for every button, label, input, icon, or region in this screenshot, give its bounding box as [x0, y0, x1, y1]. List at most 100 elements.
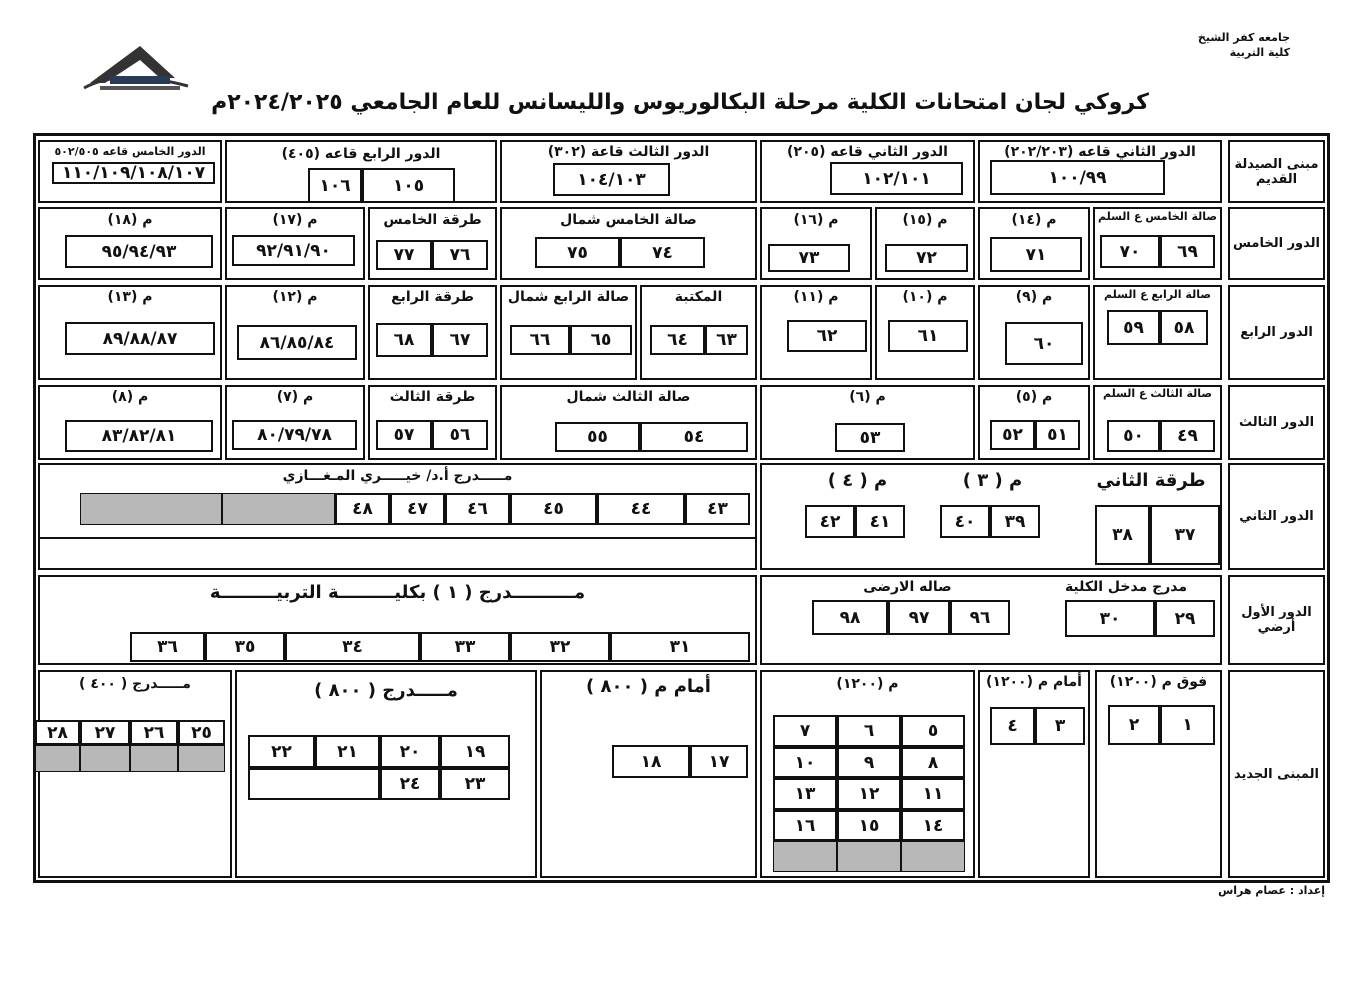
- hall-title: م (١٦): [793, 212, 839, 228]
- committee-box: ٥٣: [835, 423, 905, 452]
- committee-box: ٤٧: [390, 493, 445, 525]
- floor-label: الدور الثاني: [1228, 463, 1325, 570]
- committee-box: ١٣: [773, 778, 837, 810]
- committee-box: ٢٥: [178, 720, 225, 745]
- unused-seat: [837, 841, 901, 872]
- committee-box: ٨٩/٨٨/٨٧: [65, 322, 215, 355]
- committee-box: ٨: [901, 747, 965, 778]
- divider: [40, 537, 755, 539]
- hall-title: م (١٤): [1011, 212, 1057, 228]
- committee-box: ٤٥: [510, 493, 597, 525]
- hall-title: صالة الخامس ع السلم: [1097, 210, 1218, 223]
- committee-box: ٥٨: [1160, 310, 1208, 345]
- faculty-name: كلية التربية: [1229, 46, 1290, 59]
- committee-box: ٦٧: [432, 323, 488, 357]
- hall-title: صالة الرابع ع السلم: [1104, 288, 1211, 301]
- hall-title: مدرج مدخل الكلية: [1064, 579, 1188, 595]
- hall-title: مـــــدرج ( ٨٠٠ ): [314, 680, 458, 701]
- committee-box: ٤٤: [597, 493, 685, 525]
- committee-box: ٣٥: [205, 632, 285, 662]
- committee-box: ٢: [1108, 705, 1160, 745]
- committee-box: ٩٧: [888, 600, 950, 635]
- hall-title: صاله الارضى: [863, 579, 952, 595]
- plan-frame: [33, 133, 1330, 883]
- committee-box: ٨٣/٨٢/٨١: [65, 420, 213, 452]
- hall-title: صالة الثالث شمال: [566, 389, 691, 405]
- hall-title: صالة الثالث ع السلم: [1102, 387, 1213, 400]
- committee-box: ١٢: [837, 778, 901, 810]
- committee-box: ٣٦: [130, 632, 205, 662]
- hall-title: أمام م (١٢٠٠): [986, 674, 1082, 690]
- committee-box: ٣٨: [1095, 505, 1150, 565]
- committee-box: ٥٥: [555, 422, 640, 452]
- committee-box: ١٩: [440, 735, 510, 768]
- committee-box: ١٠: [773, 747, 837, 778]
- floor-label: مبنى الصيدلة القديم: [1228, 140, 1325, 203]
- committee-box: ٦٩: [1160, 235, 1215, 268]
- committee-box: ٢٦: [130, 720, 178, 745]
- committee-box: ٧٢: [885, 244, 968, 272]
- hall-title: مـــــدرج ( ٤٠٠ ): [79, 676, 191, 692]
- hall-title: م ( ٤ ): [827, 470, 888, 491]
- hall-title: م (١٣): [107, 289, 153, 305]
- committee-box: ٩٦: [950, 600, 1010, 635]
- committee-box: ٩٨: [812, 600, 888, 635]
- committee-box: ٣٠: [1065, 600, 1155, 637]
- hall-title: مــــــــــدرج ( ١ ) بكليـــــــــة التر…: [209, 582, 586, 603]
- committee-box: ٦٦: [510, 325, 570, 355]
- committee-box: ٧٤: [620, 237, 705, 268]
- committee-box: ٦١: [888, 320, 968, 352]
- committee-box: ٥٢: [990, 420, 1035, 450]
- committee-box: ٣٩: [990, 505, 1040, 538]
- hall-title: م (١٨): [107, 212, 153, 228]
- committee-box: ٢٩: [1155, 600, 1215, 637]
- committee-box: ٥٧: [376, 420, 432, 450]
- hall-cell: [38, 670, 232, 878]
- committee-box: ٧: [773, 715, 837, 747]
- hall-title: الدور الثاني قاعه (٢٠٢/٢٠٣): [1004, 144, 1196, 160]
- committee-box: ٧٣: [768, 244, 850, 272]
- hall-title: م (٧): [276, 389, 314, 405]
- university-name: جامعه كفر الشيخ: [1197, 31, 1290, 44]
- committee-box: ٦٨: [376, 323, 432, 357]
- committee-box: ١١٠/١٠٩/١٠٨/١٠٧: [52, 162, 215, 184]
- floor-label: الدور الخامس: [1228, 207, 1325, 280]
- committee-box: ٤٩: [1160, 420, 1215, 452]
- hall-title: أمام م ( ٨٠٠ ): [586, 676, 711, 697]
- committee-box: ٤٦: [445, 493, 510, 525]
- institution-header: جامعه كفر الشيخ كلية التربية: [1180, 30, 1290, 60]
- floor-label: الدور الثالث: [1228, 385, 1325, 460]
- empty-seat: [248, 768, 380, 800]
- hall-title: مـــــدرج أ.د/ خيـــــري المـغـــازي: [282, 468, 513, 484]
- hall-title: م (١٢): [272, 289, 318, 305]
- committee-box: ٧٠: [1100, 235, 1160, 268]
- floor-label: الدور الرابع: [1228, 285, 1325, 380]
- committee-box: ٦٠: [1005, 322, 1083, 365]
- committee-box: ٥٦: [432, 420, 488, 450]
- committee-box: ٥٩: [1107, 310, 1160, 345]
- committee-box: ٥٤: [640, 422, 748, 452]
- hall-title: م (٦): [849, 389, 886, 405]
- committee-box: ٤٢: [805, 505, 855, 538]
- committee-box: ٥٠: [1107, 420, 1160, 452]
- committee-box: ٤: [990, 707, 1035, 745]
- hall-title: صالة الخامس شمال: [560, 212, 697, 228]
- hall-title: فوق م (١٢٠٠): [1109, 674, 1208, 690]
- committee-box: ٣١: [610, 632, 750, 662]
- committee-box: ١٥: [837, 810, 901, 841]
- unused-seat: [178, 745, 225, 772]
- committee-box: ٧٧: [376, 240, 432, 270]
- hall-title: م (٩): [1015, 289, 1053, 305]
- committee-box: ١٤: [901, 810, 965, 841]
- committee-box: ٤٨: [335, 493, 390, 525]
- committee-box: ٢٧: [80, 720, 130, 745]
- committee-box: ٥: [901, 715, 965, 747]
- committee-box: ٣٢: [510, 632, 610, 662]
- unused-seat: [901, 841, 965, 872]
- hall-title: صالة الرابع شمال: [507, 289, 630, 305]
- hall-cell: [978, 670, 1090, 878]
- committee-box: ٢٤: [380, 768, 440, 800]
- hall-title: طرقة الخامس: [383, 212, 482, 228]
- hall-title: م (١١): [793, 289, 839, 305]
- unused-seat: [773, 841, 837, 872]
